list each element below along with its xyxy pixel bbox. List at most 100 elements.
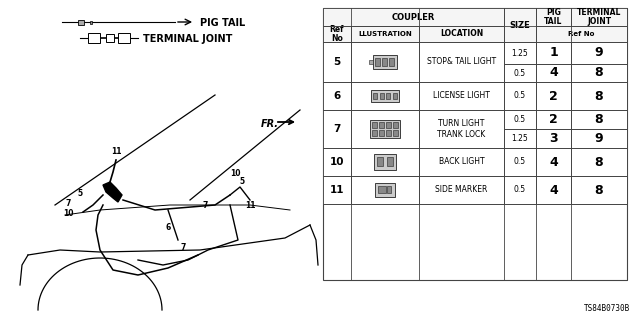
Bar (375, 58, 380, 66)
Bar (571, 8, 627, 26)
Text: 9: 9 (595, 132, 604, 145)
Text: 1.25: 1.25 (511, 134, 529, 143)
Text: 10: 10 (63, 210, 73, 219)
Text: 7: 7 (180, 244, 186, 252)
Text: BACK LIGHT: BACK LIGHT (438, 157, 484, 166)
Text: 2: 2 (549, 113, 558, 126)
Bar (536, 64, 571, 82)
Bar (323, 176, 351, 204)
Text: LICENSE LIGHT: LICENSE LIGHT (433, 92, 490, 100)
Text: 7: 7 (65, 199, 70, 209)
Bar (351, 176, 419, 204)
Bar (571, 42, 627, 64)
Text: 6: 6 (333, 91, 340, 101)
Text: 3: 3 (549, 132, 558, 145)
Text: SIDE MARKER: SIDE MARKER (435, 186, 488, 195)
Bar (372, 122, 377, 127)
Text: 5: 5 (333, 57, 340, 67)
Bar (323, 82, 351, 110)
Bar (387, 186, 391, 193)
Bar (371, 90, 399, 102)
Text: PIG TAIL: PIG TAIL (200, 18, 245, 28)
Bar (88, 33, 100, 43)
Bar (323, 8, 504, 26)
Bar (373, 55, 397, 69)
Text: 4: 4 (549, 183, 558, 196)
Bar (504, 176, 536, 204)
Text: TERMINAL
JOINT: TERMINAL JOINT (577, 8, 621, 26)
Bar (386, 130, 391, 135)
Bar (351, 110, 419, 148)
Bar (504, 110, 536, 129)
Bar (90, 20, 92, 23)
Bar (377, 157, 383, 166)
Bar (351, 82, 419, 110)
Bar (118, 33, 130, 43)
Bar (389, 58, 394, 66)
Text: 1.25: 1.25 (511, 49, 529, 58)
Text: Ref
No: Ref No (330, 25, 344, 43)
Bar (351, 26, 419, 42)
Bar (323, 148, 351, 176)
Bar (504, 129, 536, 148)
Bar (419, 26, 504, 42)
Text: 7: 7 (202, 201, 208, 210)
Text: 5: 5 (77, 189, 83, 198)
Bar (380, 92, 383, 99)
Bar (504, 42, 536, 64)
Bar (504, 82, 536, 110)
Bar (504, 64, 536, 82)
Text: 11: 11 (111, 148, 121, 156)
Text: 6: 6 (165, 223, 171, 233)
Bar (379, 130, 384, 135)
Text: 0.5: 0.5 (514, 186, 526, 195)
Bar (382, 58, 387, 66)
Text: STOP& TAIL LIGHT: STOP& TAIL LIGHT (427, 58, 496, 67)
Text: 8: 8 (595, 183, 604, 196)
Bar (536, 176, 571, 204)
Bar (419, 110, 504, 148)
Bar (78, 20, 84, 25)
Bar (374, 154, 396, 170)
Bar (351, 42, 419, 82)
Text: 7: 7 (333, 124, 340, 134)
Bar (106, 34, 114, 42)
Bar (378, 186, 386, 193)
Text: 8: 8 (595, 113, 604, 126)
Text: TS84B0730B: TS84B0730B (584, 304, 630, 313)
Bar (536, 26, 627, 42)
Bar (419, 82, 504, 110)
Text: 10: 10 (330, 157, 344, 167)
Text: PIG
TAIL: PIG TAIL (544, 8, 563, 26)
Bar (504, 8, 536, 42)
Bar (387, 157, 393, 166)
Bar (571, 82, 627, 110)
Bar (393, 122, 398, 127)
Bar (571, 148, 627, 176)
Text: 4: 4 (549, 156, 558, 169)
Polygon shape (103, 182, 122, 202)
Text: 0.5: 0.5 (514, 92, 526, 100)
Text: LOCATION: LOCATION (440, 29, 483, 38)
Text: 11: 11 (330, 185, 344, 195)
Bar (392, 92, 397, 99)
Bar (536, 8, 571, 26)
Text: FR.: FR. (261, 119, 279, 129)
Text: 5: 5 (239, 177, 244, 186)
Bar (536, 129, 571, 148)
Bar (536, 110, 571, 129)
Bar (386, 92, 390, 99)
Text: 10: 10 (230, 169, 240, 178)
Text: 8: 8 (595, 67, 604, 79)
Bar (536, 82, 571, 110)
Text: 4: 4 (549, 67, 558, 79)
Text: 2: 2 (549, 90, 558, 102)
Text: 1: 1 (549, 46, 558, 60)
Bar (536, 42, 571, 64)
Bar (419, 148, 504, 176)
Bar (419, 176, 504, 204)
Text: 11: 11 (244, 201, 255, 210)
Text: SIZE: SIZE (509, 20, 531, 29)
Text: Ref No: Ref No (568, 31, 595, 37)
Bar (375, 183, 395, 197)
